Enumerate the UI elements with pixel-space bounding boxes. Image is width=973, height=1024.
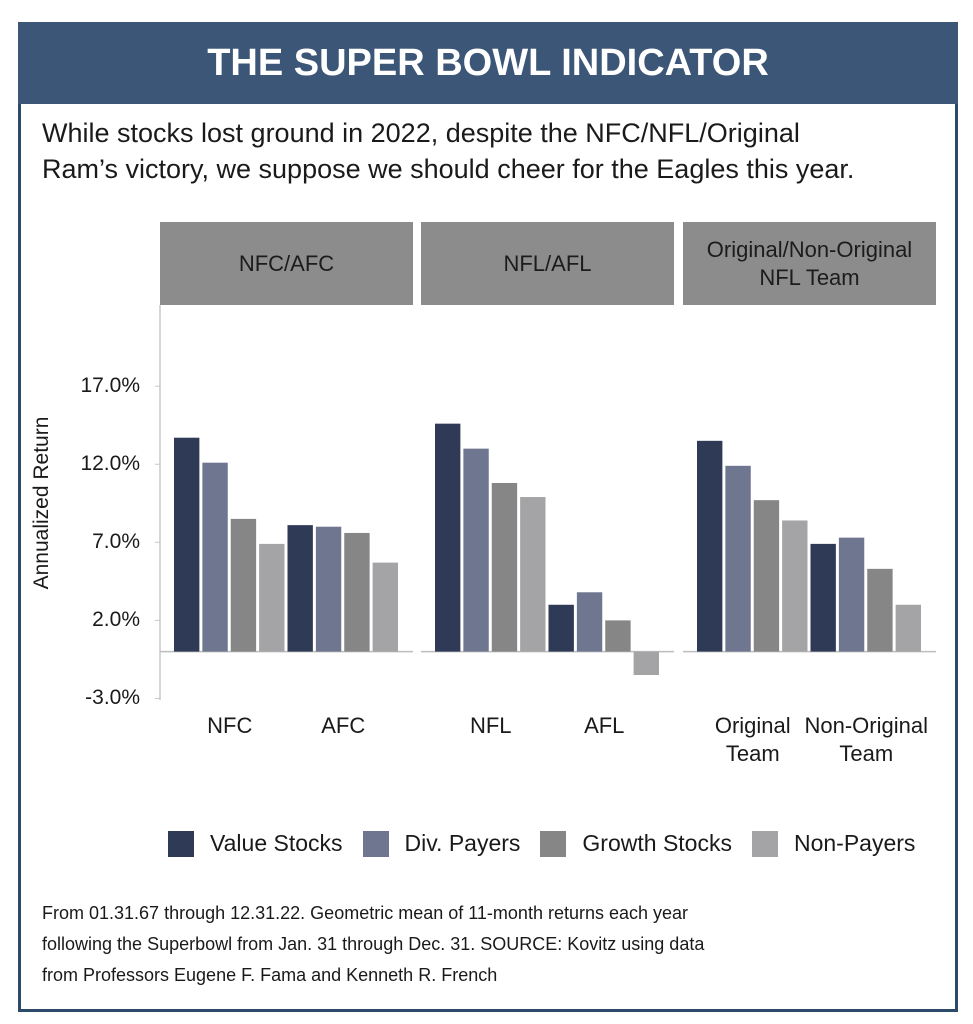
y-tick-label: 17.0% [80, 374, 140, 398]
y-tick-label: 7.0% [92, 530, 140, 554]
legend-swatch [540, 830, 567, 857]
footnote: From 01.31.67 through 12.31.22. Geometri… [42, 903, 705, 985]
bar [838, 537, 865, 652]
legend: Value Stocks Div. Payers Growth Stocks Non-… [168, 830, 935, 857]
bar [435, 423, 461, 652]
bar [895, 604, 921, 652]
bar [230, 518, 257, 652]
legend-item: Value Stocks [168, 830, 343, 857]
chart-title: THE SUPER BOWL INDICATOR [18, 22, 958, 104]
bar [810, 543, 836, 652]
bar [315, 526, 342, 652]
x-tick-label: NFC [207, 713, 253, 738]
bar [491, 482, 518, 652]
y-tick-label: -3.0% [85, 686, 140, 710]
bar [782, 520, 808, 652]
bar [697, 440, 723, 652]
y-axis-label: Annualized Return [30, 416, 53, 590]
legend-swatch [168, 830, 194, 857]
bar [463, 448, 489, 652]
bar [753, 500, 780, 652]
bar [633, 651, 659, 676]
legend-item: Div. Payers [362, 830, 521, 857]
x-tick-label: NFL [469, 713, 512, 738]
bar [259, 543, 285, 652]
legend-label: Value Stocks [210, 830, 343, 856]
x-tick-label: AFL [584, 713, 625, 738]
legend-label: Growth Stocks [582, 830, 732, 856]
bar [344, 532, 370, 652]
legend-label: Non-Payers [793, 830, 916, 856]
subtitle: While stocks lost ground in 2022, despit… [42, 118, 855, 184]
x-tick-label: Original Team [714, 713, 791, 766]
bar [576, 592, 603, 652]
bar [548, 604, 574, 652]
bar [174, 437, 200, 652]
legend-item: Growth Stocks [540, 830, 732, 857]
facet-title: NFL/AFL [421, 222, 674, 305]
legend-swatch [362, 830, 389, 857]
x-tick-label: AFC [321, 713, 366, 738]
legend-swatch [751, 830, 778, 857]
bar [725, 465, 751, 652]
bar [372, 562, 398, 652]
facet-title: NFC/AFC [160, 222, 413, 305]
y-tick-label: 2.0% [92, 608, 140, 632]
facet-title: Original/Non-Original NFL Team [683, 222, 936, 305]
x-tick-label: Non-Original Team [804, 713, 929, 766]
bar [287, 525, 313, 652]
y-tick-label: 12.0% [80, 452, 140, 476]
bar [867, 568, 893, 652]
bar [520, 497, 546, 652]
legend-label: Div. Payers [404, 830, 521, 856]
bar [605, 620, 631, 652]
legend-item: Non-Payers [751, 830, 916, 857]
bar [202, 462, 228, 652]
